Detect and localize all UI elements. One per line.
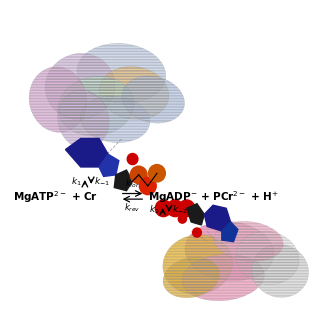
Circle shape xyxy=(193,228,201,237)
Ellipse shape xyxy=(45,53,115,119)
Polygon shape xyxy=(187,204,204,225)
Text: $k_2$: $k_2$ xyxy=(149,204,160,216)
Text: MgATP$^{2-}$ + Cr: MgATP$^{2-}$ + Cr xyxy=(13,189,98,205)
Circle shape xyxy=(139,177,156,195)
Ellipse shape xyxy=(163,257,219,298)
Polygon shape xyxy=(222,222,238,242)
Text: MgADP$^{-}$ + PCr$^{2-}$ + H$^{+}$: MgADP$^{-}$ + PCr$^{2-}$ + H$^{+}$ xyxy=(148,189,279,205)
Text: $k_{rev}$: $k_{rev}$ xyxy=(124,202,141,214)
Ellipse shape xyxy=(252,245,309,298)
Circle shape xyxy=(149,165,165,182)
Polygon shape xyxy=(65,138,108,167)
Ellipse shape xyxy=(99,67,169,119)
Circle shape xyxy=(130,166,147,184)
Circle shape xyxy=(179,200,195,216)
Ellipse shape xyxy=(57,90,109,149)
Polygon shape xyxy=(204,205,231,231)
Circle shape xyxy=(155,200,171,216)
Ellipse shape xyxy=(163,235,233,294)
Ellipse shape xyxy=(185,221,274,281)
Text: $k_{for}$: $k_{for}$ xyxy=(125,178,140,190)
Ellipse shape xyxy=(80,96,150,143)
Polygon shape xyxy=(99,154,119,176)
Ellipse shape xyxy=(77,43,166,103)
Ellipse shape xyxy=(122,76,185,123)
Circle shape xyxy=(167,200,183,216)
Ellipse shape xyxy=(182,254,264,301)
Text: $k_{-2}$: $k_{-2}$ xyxy=(172,204,188,216)
Circle shape xyxy=(127,154,138,165)
Ellipse shape xyxy=(58,76,134,136)
Ellipse shape xyxy=(29,67,87,132)
Polygon shape xyxy=(114,170,133,191)
Text: $k_1$: $k_1$ xyxy=(71,175,82,188)
Ellipse shape xyxy=(236,231,299,284)
Circle shape xyxy=(178,214,187,223)
Ellipse shape xyxy=(214,221,283,261)
Text: $k_{-1}$: $k_{-1}$ xyxy=(94,175,110,188)
